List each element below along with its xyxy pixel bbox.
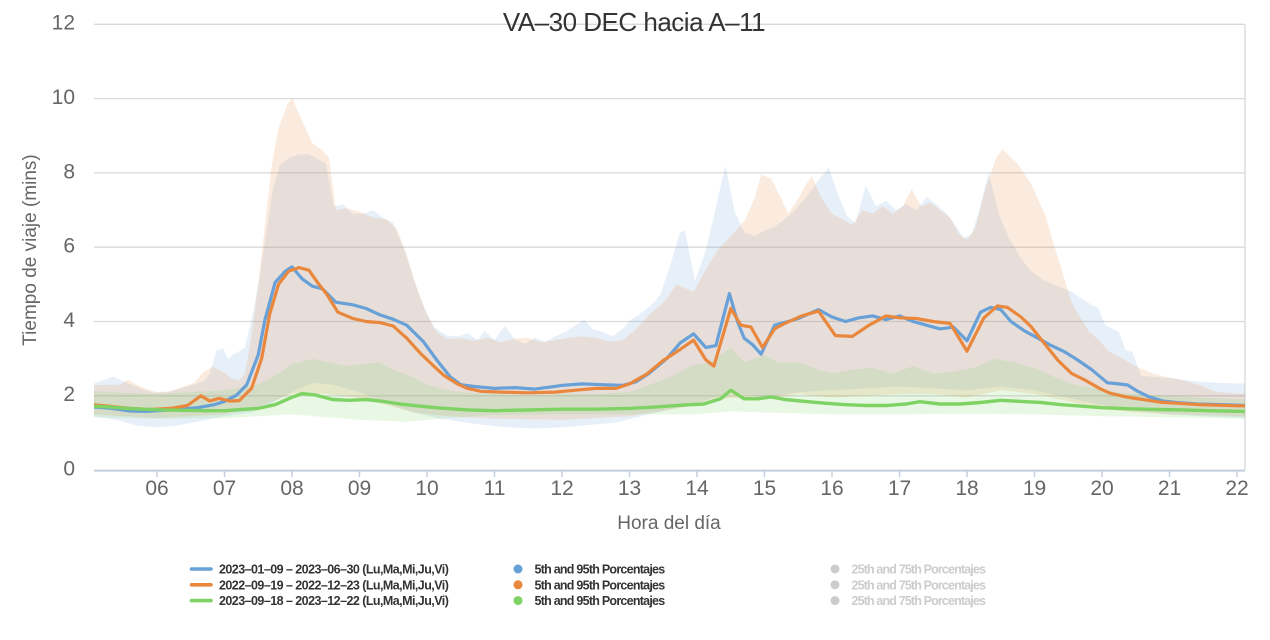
- svg-text:4: 4: [63, 309, 75, 332]
- svg-text:06: 06: [145, 477, 168, 500]
- svg-text:07: 07: [213, 477, 236, 500]
- svg-text:25th and 75th Porcentajes: 25th and 75th Porcentajes: [852, 578, 987, 592]
- svg-text:14: 14: [685, 477, 709, 500]
- svg-text:17: 17: [888, 477, 911, 500]
- svg-text:6: 6: [63, 235, 75, 258]
- svg-text:5th and 95th Porcentajes: 5th and 95th Porcentajes: [535, 578, 666, 592]
- svg-text:19: 19: [1023, 477, 1046, 500]
- svg-text:08: 08: [280, 477, 303, 500]
- svg-text:15: 15: [753, 477, 776, 500]
- svg-text:25th and 75th Porcentajes: 25th and 75th Porcentajes: [852, 563, 987, 577]
- svg-text:25th and 75th Porcentajes: 25th and 75th Porcentajes: [852, 594, 987, 608]
- svg-text:0: 0: [63, 458, 75, 481]
- svg-text:09: 09: [348, 477, 371, 500]
- svg-text:20: 20: [1090, 477, 1113, 500]
- svg-text:11: 11: [484, 477, 506, 500]
- svg-text:18: 18: [955, 477, 978, 500]
- svg-text:16: 16: [820, 477, 843, 500]
- svg-text:12: 12: [550, 477, 573, 500]
- svg-text:Hora del día: Hora del día: [617, 513, 721, 534]
- svg-text:21: 21: [1158, 477, 1181, 500]
- svg-text:VA–30 DEC hacia A–11: VA–30 DEC hacia A–11: [503, 7, 765, 37]
- svg-text:10: 10: [415, 477, 438, 500]
- svg-text:2023–01–09 – 2023–06–30 (Lu,Ma: 2023–01–09 – 2023–06–30 (Lu,Ma,Mi,Ju,Vi): [219, 563, 449, 577]
- svg-text:2023–09–18 – 2023–12–22 (Lu,Ma: 2023–09–18 – 2023–12–22 (Lu,Ma,Mi,Ju,Vi): [219, 594, 449, 608]
- svg-text:12: 12: [52, 12, 75, 35]
- svg-text:10: 10: [52, 86, 75, 109]
- svg-text:13: 13: [618, 477, 641, 500]
- svg-text:5th and 95th Porcentajes: 5th and 95th Porcentajes: [535, 563, 666, 577]
- svg-text:5th and 95th Porcentajes: 5th and 95th Porcentajes: [535, 594, 666, 608]
- svg-text:Tiempo de viaje (mins): Tiempo de viaje (mins): [20, 154, 41, 345]
- svg-text:8: 8: [63, 160, 75, 183]
- svg-text:22: 22: [1225, 477, 1248, 500]
- svg-text:2: 2: [63, 383, 75, 406]
- svg-text:2022–09–19 – 2022–12–23 (Lu,Ma: 2022–09–19 – 2022–12–23 (Lu,Ma,Mi,Ju,Vi): [219, 578, 449, 592]
